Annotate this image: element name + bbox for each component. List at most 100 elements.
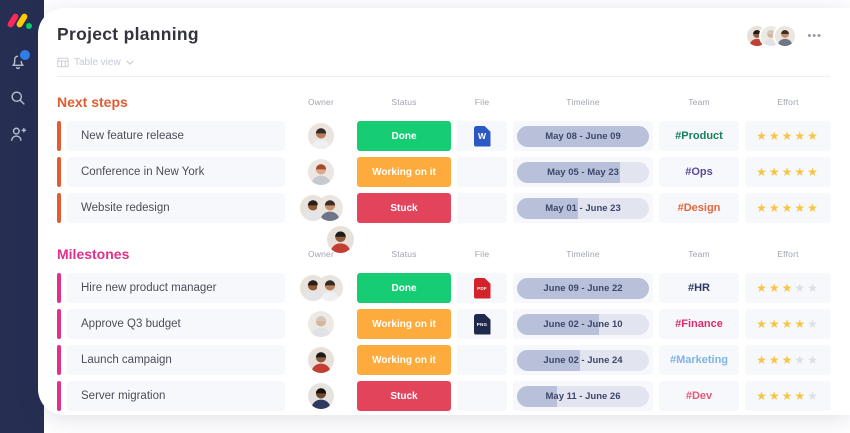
effort-cell[interactable]: ★★★★★: [745, 309, 831, 339]
effort-cell[interactable]: ★★★★★: [745, 273, 831, 303]
star-icon[interactable]: ★: [781, 165, 795, 179]
status-button[interactable]: Working on it: [357, 157, 451, 187]
team-cell[interactable]: #Design: [659, 193, 739, 223]
column-header-status[interactable]: Status: [391, 97, 417, 107]
star-icon[interactable]: ★: [768, 201, 782, 215]
star-icon[interactable]: ★: [794, 281, 808, 295]
column-header-owner[interactable]: Owner: [307, 97, 335, 107]
star-icon[interactable]: ★: [781, 201, 795, 215]
file-cell[interactable]: [457, 157, 507, 187]
star-icon[interactable]: ★: [756, 281, 769, 295]
column-header-file[interactable]: File: [474, 249, 490, 259]
task-name-cell[interactable]: Hire new product manager: [67, 273, 285, 303]
timeline-cell[interactable]: May 11 - June 26: [513, 381, 653, 411]
star-icon[interactable]: ★: [807, 129, 820, 143]
effort-cell[interactable]: ★★★★★: [745, 193, 831, 223]
star-icon[interactable]: ★: [781, 317, 795, 331]
group-title[interactable]: Milestones: [57, 246, 130, 262]
column-header-team[interactable]: Team: [688, 249, 710, 259]
status-button[interactable]: Stuck: [357, 381, 451, 411]
star-icon[interactable]: ★: [768, 165, 782, 179]
column-header-timeline[interactable]: Timeline: [566, 249, 600, 259]
star-icon[interactable]: ★: [794, 165, 808, 179]
star-icon[interactable]: ★: [756, 353, 769, 367]
column-header-owner[interactable]: Owner: [307, 249, 335, 259]
star-icon[interactable]: ★: [768, 353, 782, 367]
task-name-cell[interactable]: Approve Q3 budget: [67, 309, 285, 339]
star-icon[interactable]: ★: [781, 353, 795, 367]
status-button[interactable]: Working on it: [357, 309, 451, 339]
column-header-effort[interactable]: Effort: [777, 249, 799, 259]
task-name-cell[interactable]: Launch campaign: [67, 345, 285, 375]
star-icon[interactable]: ★: [794, 201, 808, 215]
star-icon[interactable]: ★: [756, 389, 769, 403]
team-cell[interactable]: #Dev: [659, 381, 739, 411]
star-icon[interactable]: ★: [807, 317, 820, 331]
effort-cell[interactable]: ★★★★★: [745, 381, 831, 411]
star-icon[interactable]: ★: [756, 201, 769, 215]
star-icon[interactable]: ★: [756, 317, 769, 331]
column-header-team[interactable]: Team: [688, 97, 710, 107]
effort-cell[interactable]: ★★★★★: [745, 121, 831, 151]
file-cell[interactable]: [457, 345, 507, 375]
column-header-status[interactable]: Status: [391, 249, 417, 259]
team-cell[interactable]: #Marketing: [659, 345, 739, 375]
star-icon[interactable]: ★: [768, 389, 782, 403]
group-title[interactable]: Next steps: [57, 94, 128, 110]
star-icon[interactable]: ★: [807, 165, 820, 179]
status-button[interactable]: Done: [357, 273, 451, 303]
monday-logo-icon[interactable]: [6, 12, 32, 30]
star-icon[interactable]: ★: [807, 281, 820, 295]
star-icon[interactable]: ★: [781, 281, 795, 295]
status-button[interactable]: Done: [357, 121, 451, 151]
file-cell[interactable]: [457, 193, 507, 223]
column-header-effort[interactable]: Effort: [777, 97, 799, 107]
column-header-timeline[interactable]: Timeline: [566, 97, 600, 107]
timeline-cell[interactable]: May 05 - May 23: [513, 157, 653, 187]
star-icon[interactable]: ★: [768, 129, 782, 143]
timeline-cell[interactable]: June 02 - June 24: [513, 345, 653, 375]
star-icon[interactable]: ★: [807, 201, 820, 215]
star-icon[interactable]: ★: [756, 165, 769, 179]
view-switcher[interactable]: Table view: [57, 57, 832, 68]
owner-cell[interactable]: [291, 381, 351, 411]
team-cell[interactable]: #Finance: [659, 309, 739, 339]
timeline-cell[interactable]: June 09 - June 22: [513, 273, 653, 303]
star-icon[interactable]: ★: [794, 129, 808, 143]
team-cell[interactable]: #Ops: [659, 157, 739, 187]
team-member-avatars[interactable]: [747, 26, 796, 46]
effort-cell[interactable]: ★★★★★: [745, 345, 831, 375]
board-menu-button[interactable]: •••: [807, 30, 822, 42]
timeline-cell[interactable]: May 08 - June 09: [513, 121, 653, 151]
task-name-cell[interactable]: Server migration: [67, 381, 285, 411]
file-cell[interactable]: PNG: [457, 309, 507, 339]
star-icon[interactable]: ★: [768, 317, 782, 331]
star-icon[interactable]: ★: [756, 129, 769, 143]
star-icon[interactable]: ★: [781, 389, 795, 403]
task-name-cell[interactable]: Website redesign: [67, 193, 285, 223]
owner-cell[interactable]: [291, 193, 351, 223]
owner-cell[interactable]: [291, 121, 351, 151]
team-cell[interactable]: #Product: [659, 121, 739, 151]
task-name-cell[interactable]: New feature release: [67, 121, 285, 151]
status-button[interactable]: Working on it: [357, 345, 451, 375]
star-icon[interactable]: ★: [768, 281, 782, 295]
owner-cell[interactable]: [291, 157, 351, 187]
invite-user-icon[interactable]: [8, 124, 28, 144]
owner-cell[interactable]: [291, 309, 351, 339]
owner-cell[interactable]: [291, 345, 351, 375]
status-button[interactable]: Stuck: [357, 193, 451, 223]
star-icon[interactable]: ★: [807, 353, 820, 367]
effort-cell[interactable]: ★★★★★: [745, 157, 831, 187]
timeline-cell[interactable]: May 01 - June 23: [513, 193, 653, 223]
owner-cell[interactable]: [291, 273, 351, 303]
search-icon[interactable]: [8, 88, 28, 108]
column-header-file[interactable]: File: [474, 97, 490, 107]
star-icon[interactable]: ★: [794, 317, 808, 331]
star-icon[interactable]: ★: [807, 389, 820, 403]
star-icon[interactable]: ★: [794, 353, 808, 367]
timeline-cell[interactable]: June 02 - June 10: [513, 309, 653, 339]
star-icon[interactable]: ★: [781, 129, 795, 143]
file-cell[interactable]: [457, 381, 507, 411]
team-cell[interactable]: #HR: [659, 273, 739, 303]
